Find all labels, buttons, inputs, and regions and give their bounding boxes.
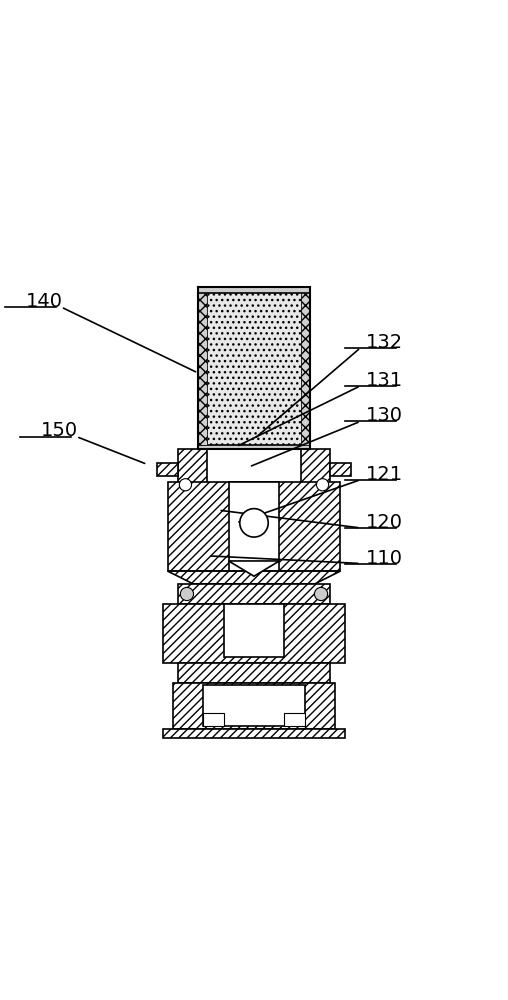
Bar — [198, 293, 207, 445]
Circle shape — [180, 587, 194, 601]
Bar — [198, 445, 310, 449]
Text: 132: 132 — [366, 333, 403, 352]
Text: 131: 131 — [366, 371, 403, 390]
Bar — [203, 685, 305, 726]
Bar — [203, 713, 224, 726]
Bar — [207, 288, 301, 447]
Bar — [178, 663, 330, 683]
Bar — [178, 449, 330, 490]
Text: 140: 140 — [25, 292, 62, 311]
Text: 110: 110 — [366, 548, 403, 568]
Bar — [229, 482, 279, 561]
Polygon shape — [168, 571, 340, 584]
Bar — [229, 482, 279, 571]
Circle shape — [316, 479, 329, 491]
Bar — [198, 287, 310, 449]
Bar — [198, 287, 310, 293]
Circle shape — [314, 587, 328, 601]
Bar — [178, 584, 330, 604]
Bar — [157, 463, 178, 476]
Bar — [301, 293, 310, 445]
Bar — [207, 449, 301, 490]
Bar — [284, 713, 305, 726]
Circle shape — [240, 509, 268, 537]
Circle shape — [179, 479, 192, 491]
Bar — [163, 729, 345, 738]
Text: 130: 130 — [366, 406, 403, 425]
Bar — [330, 463, 351, 476]
Bar — [163, 604, 345, 663]
Bar — [173, 683, 335, 729]
Bar — [168, 482, 340, 571]
Bar — [224, 604, 284, 657]
Polygon shape — [229, 561, 279, 576]
Text: 121: 121 — [366, 465, 403, 484]
Text: 120: 120 — [366, 513, 403, 532]
Text: 150: 150 — [41, 422, 78, 440]
